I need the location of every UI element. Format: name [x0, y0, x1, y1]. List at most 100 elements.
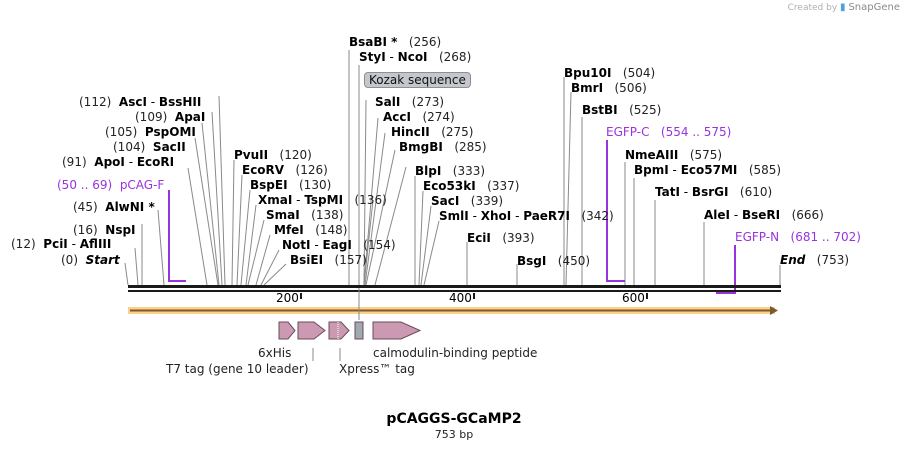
site-noti[interactable]: NotI - EagI (154): [282, 238, 396, 252]
site-mfei[interactable]: MfeI (148): [274, 223, 348, 237]
site-ecii[interactable]: EciI (393): [467, 231, 535, 245]
site-apai[interactable]: (109) ApaI: [135, 110, 205, 124]
backbone-top-strand: [128, 285, 781, 288]
site-bsiei[interactable]: BsiEI (157): [290, 253, 367, 267]
egfp-c-primer: [606, 140, 625, 282]
site-asci[interactable]: (112) AscI - BssHII: [79, 95, 202, 109]
site-saci-pos: (339): [470, 194, 504, 208]
site-bpu10i[interactable]: Bpu10I (504): [564, 66, 655, 80]
pcag-f-primer: [168, 190, 186, 282]
site-alwni-name: AlwNI *: [105, 200, 155, 214]
site-alei[interactable]: AleI - BseRI (666): [704, 208, 824, 222]
site-saci[interactable]: SacI (339): [431, 194, 503, 208]
site-acci[interactable]: AccI (274): [383, 110, 455, 124]
site-ecorv-name: EcoRV: [242, 163, 285, 177]
plasmid-length: 753 bp: [434, 428, 474, 441]
backbone-bottom-strand: [128, 290, 781, 292]
primer-egfp-c[interactable]: EGFP-C (554 .. 575): [606, 125, 731, 139]
site-nmeaiii-pos: (575): [689, 148, 723, 162]
site-bmri[interactable]: BmrI (506): [571, 81, 647, 95]
site-paer7i-name: PaeR7I: [523, 209, 570, 223]
site-tati[interactable]: TatI - BsrGI (610): [655, 185, 773, 199]
site-bpmi-pos: (585): [748, 163, 782, 177]
snapgene-credit: Created by ▮ SnapGene: [788, 2, 900, 13]
site-ecii-name: EciI: [467, 231, 491, 245]
ruler-ticks: [300, 293, 648, 299]
site-bmgbi-pos: (285): [454, 140, 487, 154]
site-bstbi-name: BstBI: [582, 103, 618, 117]
site-bsgi-pos: (450): [557, 254, 591, 268]
site-smai[interactable]: SmaI (138): [266, 208, 343, 222]
site-bstbi[interactable]: BstBI (525): [582, 103, 661, 117]
site-end[interactable]: End (753): [780, 253, 849, 267]
site-start[interactable]: (0) Start: [61, 253, 120, 267]
primer-pcag-f[interactable]: (50 .. 69) pCAG-F: [57, 178, 164, 192]
site-hincii-pos: (275): [441, 125, 474, 139]
site-sali[interactable]: SalI (273): [375, 95, 444, 109]
site-smai-name: SmaI: [266, 208, 300, 222]
orf-line: [130, 309, 770, 312]
site-pspomi[interactable]: (105) PspOMI: [105, 125, 196, 139]
site-apoi-name: ApoI: [94, 155, 125, 169]
site-bmgbi-name: BmgBI: [399, 140, 443, 154]
site-bpmi[interactable]: BpmI - Eco57MI (585): [634, 163, 782, 177]
site-sacii-pos: (104): [113, 140, 146, 154]
site-smli[interactable]: SmlI - XhoI - PaeR7I (342): [439, 209, 614, 223]
site-sacii[interactable]: (104) SacII: [113, 140, 186, 154]
feature-t7-tag-arrow: [297, 321, 326, 340]
site-eco53ki-name: Eco53kI: [423, 179, 476, 193]
credit-brand: SnapGene: [848, 2, 900, 13]
site-alei-name: AleI: [704, 208, 731, 222]
site-xmai[interactable]: XmaI - TspMI (136): [258, 193, 387, 207]
site-smai-pos: (138): [311, 208, 344, 222]
ruler-label-200: 200: [276, 291, 299, 305]
site-asci-pos: (112): [79, 95, 112, 109]
site-end-pos: (753): [816, 253, 850, 267]
site-styi[interactable]: StyI - NcoI (268): [359, 50, 472, 64]
site-alwni[interactable]: (45) AlwNI *: [73, 200, 155, 214]
site-pspomi-name: PspOMI: [144, 125, 196, 139]
site-bsabi[interactable]: BsaBI * (256): [349, 35, 441, 49]
feature-6xhis-label[interactable]: 6xHis: [258, 346, 292, 360]
site-bsgi-name: BsgI: [517, 254, 547, 268]
site-nspi[interactable]: (16) NspI: [73, 223, 136, 237]
site-bmgbi[interactable]: BmgBI (285): [399, 140, 487, 154]
kozak-sequence-label[interactable]: Kozak sequence: [364, 72, 471, 88]
ruler-label-600: 600: [622, 291, 645, 305]
site-eco53ki[interactable]: Eco53kI (337): [423, 179, 519, 193]
site-tati-name: TatI: [655, 185, 680, 199]
site-pvuii[interactable]: PvuII (120): [234, 148, 312, 162]
site-pcii-name: PciI: [43, 237, 68, 251]
site-xmai-pos: (136): [354, 193, 387, 207]
primer-egfp-c-pos: (554 .. 575): [660, 125, 732, 139]
site-acci-pos: (274): [422, 110, 455, 124]
site-eco53ki-pos: (337): [487, 179, 520, 193]
site-apoi[interactable]: (91) ApoI - EcoRI: [62, 155, 175, 169]
site-ecorv[interactable]: EcoRV (126): [242, 163, 328, 177]
site-hincii-name: HincII: [391, 125, 430, 139]
primer-egfp-n-pos: (681 .. 702): [790, 230, 861, 244]
site-bpu10i-pos: (504): [622, 66, 656, 80]
site-bsgi[interactable]: BsgI (450): [517, 254, 590, 268]
primer-egfp-n[interactable]: EGFP-N (681 .. 702): [735, 230, 861, 244]
site-hincii[interactable]: HincII (275): [391, 125, 473, 139]
site-nspi-name: NspI: [105, 223, 136, 237]
site-alwni-pos: (45): [73, 200, 98, 214]
feature-xpress-label[interactable]: Xpress™ tag: [339, 362, 415, 376]
site-bspei-name: BspEI: [250, 178, 288, 192]
feature-t7-tag-label[interactable]: T7 tag (gene 10 leader): [166, 362, 309, 376]
site-blpi[interactable]: BlpI (333): [415, 164, 485, 178]
site-pcii[interactable]: (12) PciI - AflIII: [11, 237, 112, 251]
site-nmeaiii[interactable]: NmeAIII (575): [625, 148, 722, 162]
site-start-pos: (0): [61, 253, 78, 267]
primer-pcag-f-pos: (50 .. 69): [57, 178, 113, 192]
feature-cbp-label[interactable]: calmodulin-binding peptide: [373, 346, 538, 360]
site-bspei[interactable]: BspEI (130): [250, 178, 331, 192]
site-bspei-pos: (130): [299, 178, 332, 192]
site-smli-pos: (342): [581, 209, 614, 223]
site-blpi-name: BlpI: [415, 164, 442, 178]
site-sali-name: SalI: [375, 95, 401, 109]
plasmid-name: pCAGGS-GCaMP2: [386, 411, 522, 427]
site-sacii-name: SacII: [152, 140, 186, 154]
